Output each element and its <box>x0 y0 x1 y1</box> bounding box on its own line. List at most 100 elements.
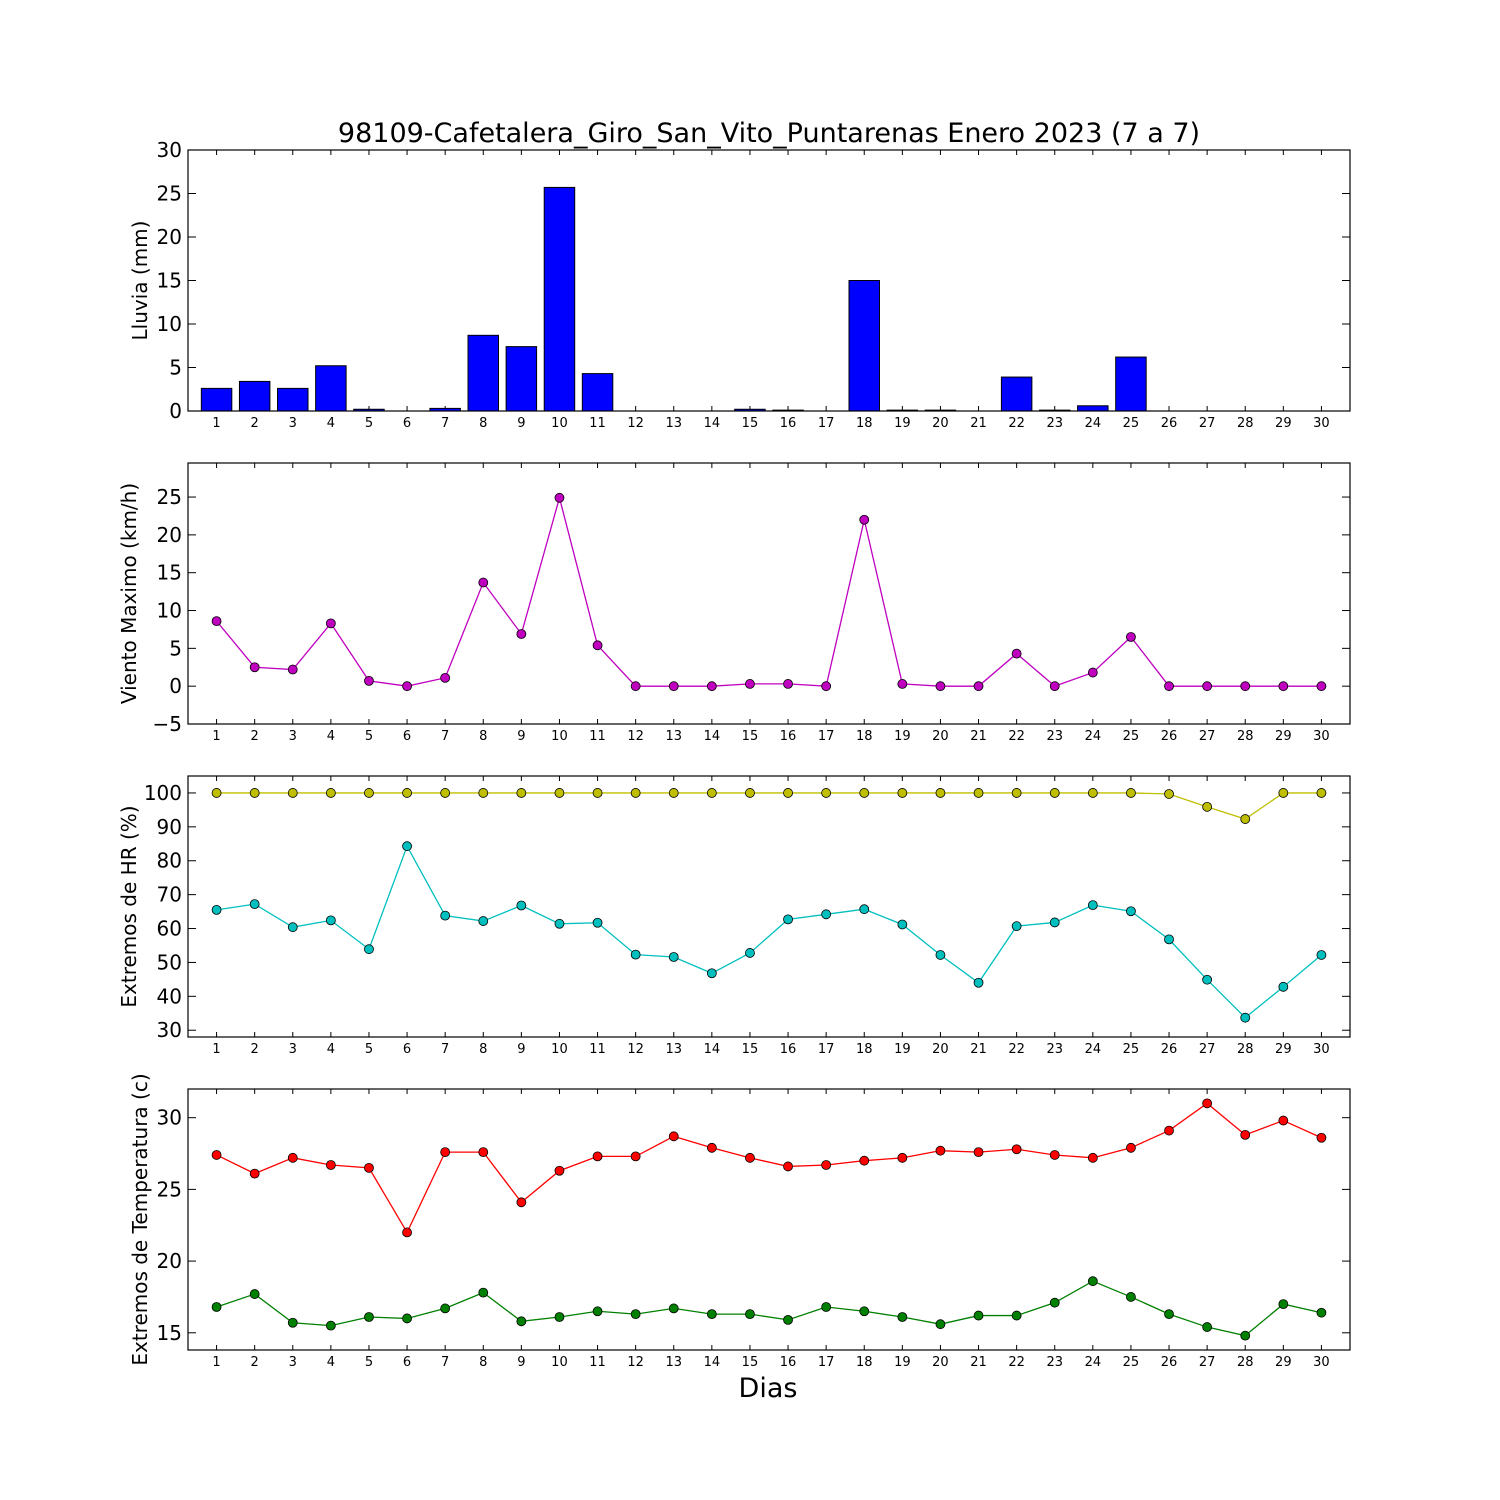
data-point <box>783 788 793 798</box>
x-tick-label: 13 <box>665 1042 682 1057</box>
data-point <box>1164 681 1174 692</box>
x-tick-label: 15 <box>742 416 759 431</box>
data-point <box>364 1162 374 1173</box>
x-tick-label: 29 <box>1275 1042 1292 1057</box>
data-point <box>554 918 565 929</box>
y-tick-label: 30 <box>157 138 182 162</box>
data-point <box>1087 1276 1098 1287</box>
data-point <box>973 1310 984 1321</box>
data-point <box>364 788 374 798</box>
data-point <box>859 788 870 798</box>
data-point <box>211 616 222 627</box>
data-point <box>1011 921 1022 932</box>
x-tick-label: 21 <box>970 416 987 431</box>
x-tick-label: 7 <box>441 416 449 431</box>
data-point <box>211 1302 222 1312</box>
y-tick-label: 40 <box>157 984 182 1008</box>
x-tick-label: 5 <box>365 416 373 431</box>
x-tick-label: 7 <box>441 1042 449 1057</box>
x-tick-label: 11 <box>589 1042 606 1057</box>
data-point <box>478 788 489 798</box>
data-point <box>325 1320 336 1331</box>
data-point <box>1011 1310 1022 1321</box>
data-point <box>897 679 908 689</box>
x-tick-label: 24 <box>1085 416 1102 431</box>
data-point <box>554 788 565 798</box>
data-point <box>630 1309 641 1320</box>
data-point <box>1278 1299 1289 1310</box>
x-tick-label: 19 <box>894 1355 911 1370</box>
data-point <box>1240 1330 1251 1341</box>
x-tick-label: 20 <box>932 1355 949 1370</box>
x-tick-label: 30 <box>1313 416 1330 431</box>
x-tick-label: 26 <box>1161 729 1178 744</box>
data-point <box>1049 917 1060 928</box>
data-point <box>630 681 641 692</box>
data-point <box>630 949 641 960</box>
data-point <box>287 664 298 675</box>
data-point <box>364 944 374 955</box>
data-point <box>1316 788 1327 798</box>
x-tick-label: 7 <box>441 729 449 744</box>
data-point <box>478 916 489 926</box>
data-point <box>364 675 374 686</box>
x-tick-label: 10 <box>551 729 568 744</box>
data-point <box>1278 788 1289 798</box>
data-point <box>668 1131 679 1142</box>
data-point <box>745 948 755 958</box>
data-point <box>706 681 717 692</box>
data-point <box>1240 1129 1251 1140</box>
x-tick-label: 9 <box>517 729 525 744</box>
data-point <box>1164 1125 1174 1136</box>
x-tick-label: 22 <box>1008 1355 1025 1370</box>
y-tick-label: 90 <box>157 815 182 839</box>
x-tick-label: 29 <box>1275 416 1292 431</box>
data-point <box>592 640 603 651</box>
x-tick-label: 4 <box>327 729 335 744</box>
x-tick-label: 19 <box>894 416 911 431</box>
y-tick-label: 0 <box>169 674 182 698</box>
x-tick-label: 20 <box>932 416 949 431</box>
data-point <box>592 917 603 928</box>
bar <box>581 373 614 412</box>
data-point <box>973 977 984 988</box>
data-point <box>1087 788 1098 798</box>
data-point <box>364 1312 374 1322</box>
x-tick-label: 5 <box>365 1042 373 1057</box>
x-tick-label: 26 <box>1161 1042 1178 1057</box>
y-tick-label: 25 <box>157 1177 182 1201</box>
x-tick-label: 2 <box>251 729 259 744</box>
data-point <box>1049 788 1060 798</box>
data-point <box>821 1160 832 1170</box>
y-tick-label: 10 <box>157 599 182 623</box>
data-point <box>821 1302 832 1312</box>
data-point <box>440 1303 451 1314</box>
data-point <box>440 788 451 798</box>
data-point <box>1049 681 1060 692</box>
x-tick-label: 19 <box>894 729 911 744</box>
data-point <box>897 1152 908 1163</box>
data-point <box>516 629 527 639</box>
data-point <box>1278 981 1289 992</box>
data-point <box>1164 934 1174 945</box>
axes-frame <box>187 462 1351 725</box>
y-tick-label: 70 <box>157 883 182 907</box>
x-tick-label: 22 <box>1008 729 1025 744</box>
data-point <box>630 1151 641 1162</box>
data-point <box>935 1319 946 1330</box>
data-point <box>287 1152 298 1163</box>
data-point <box>211 904 222 915</box>
data-point <box>249 662 260 673</box>
x-tick-label: 13 <box>665 1355 682 1370</box>
x-tick-label: 14 <box>704 1355 721 1370</box>
data-point <box>478 577 489 588</box>
data-point <box>478 1147 489 1157</box>
data-point <box>821 909 832 920</box>
data-point <box>706 1309 717 1320</box>
data-point <box>1202 974 1213 985</box>
data-point <box>1126 632 1136 642</box>
data-point <box>1240 1012 1251 1023</box>
data-point <box>973 1147 984 1157</box>
